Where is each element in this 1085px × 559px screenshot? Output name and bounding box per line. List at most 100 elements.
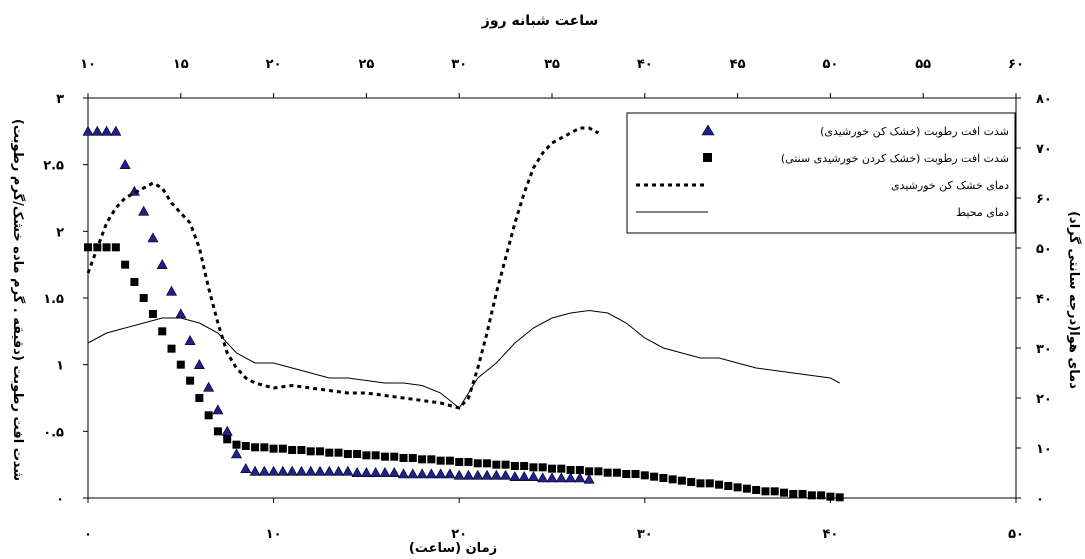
data-point <box>278 444 287 453</box>
data-point <box>761 487 770 496</box>
y-left-axis-title: شدت افت رطوبت (دقیقه . گرم ماده خشک/گرم … <box>10 119 26 481</box>
y-left-tick-label: ۰.۵ <box>43 425 64 440</box>
data-point <box>453 469 465 480</box>
data-point <box>203 381 215 392</box>
top-tick-label: ۵۰ <box>822 57 838 72</box>
data-point <box>221 425 233 436</box>
data-point <box>585 467 594 476</box>
x-axis-title: زمان (ساعت) <box>409 541 497 556</box>
y-left-tick-label: ۱.۵ <box>43 292 64 307</box>
data-point <box>314 465 326 476</box>
data-point <box>444 468 456 479</box>
data-point <box>147 232 159 243</box>
data-point <box>687 478 696 486</box>
data-point <box>295 465 307 476</box>
data-point <box>659 474 668 482</box>
data-point <box>538 463 547 472</box>
data-point <box>548 464 556 473</box>
data-point <box>251 443 260 452</box>
data-point <box>240 463 252 473</box>
data-point <box>529 463 538 472</box>
data-point <box>416 468 428 479</box>
top-tick-label: ۶۰ <box>1008 57 1024 72</box>
data-point <box>156 259 168 269</box>
data-point <box>742 484 751 493</box>
data-point <box>399 454 408 462</box>
data-point <box>490 469 502 480</box>
top-axis-title: ساعت شبانه روز <box>481 13 598 29</box>
y-right-tick-label: ۵۰ <box>1036 242 1052 257</box>
y-right-tick-label: ۸۰ <box>1036 92 1052 107</box>
data-point <box>492 460 501 469</box>
data-point <box>436 456 445 465</box>
data-point <box>343 450 352 458</box>
data-point <box>82 125 94 136</box>
data-point <box>316 447 324 456</box>
legend-label: شدت افت رطوبت (خشک کردن خورشیدی سنتی) <box>781 152 1009 165</box>
data-point <box>715 480 724 489</box>
data-point <box>277 465 289 476</box>
data-point <box>631 470 640 478</box>
y-left-tick-label: ۲ <box>56 225 64 240</box>
data-point <box>557 464 566 473</box>
y-right-tick-label: ۷۰ <box>1036 142 1052 157</box>
top-tick-label: ۵۵ <box>915 57 931 72</box>
data-point <box>102 243 111 252</box>
data-point <box>175 308 187 319</box>
data-point <box>111 243 120 252</box>
y-left-tick-label: ۲.۵ <box>43 159 64 174</box>
data-point <box>622 470 631 478</box>
x-tick-label: ۳۰ <box>637 527 653 542</box>
top-tick-label: ۳۰ <box>451 57 467 72</box>
data-point <box>269 444 278 453</box>
legend-key <box>703 153 712 162</box>
data-point <box>583 473 595 484</box>
data-point <box>195 394 204 402</box>
data-point <box>370 467 382 477</box>
data-point <box>138 205 150 216</box>
top-tick-label: ۲۰ <box>266 57 282 72</box>
data-point <box>472 469 484 480</box>
data-point <box>817 491 826 500</box>
data-point <box>288 446 297 454</box>
data-point <box>770 487 779 496</box>
data-point <box>213 427 222 436</box>
data-point <box>353 450 362 458</box>
series-line <box>87 309 840 409</box>
data-point <box>574 472 586 483</box>
data-point <box>139 294 148 302</box>
data-point <box>334 448 343 457</box>
x-tick-label: ۴۰ <box>822 527 838 542</box>
data-point <box>575 466 584 474</box>
data-point <box>260 443 269 452</box>
data-point <box>176 360 185 369</box>
top-tick-label: ۳۵ <box>544 57 560 72</box>
data-point <box>752 486 761 494</box>
data-point <box>193 359 205 369</box>
data-point <box>509 471 521 481</box>
top-tick-label: ۲۵ <box>358 57 374 72</box>
data-point <box>510 462 519 470</box>
data-point <box>204 411 213 420</box>
data-point <box>594 467 603 476</box>
data-point <box>483 459 492 468</box>
data-point <box>733 483 742 492</box>
data-point <box>566 466 575 474</box>
data-point <box>230 448 242 459</box>
data-point <box>555 472 567 483</box>
data-point <box>464 458 473 466</box>
data-point <box>121 260 130 269</box>
data-point <box>232 440 241 449</box>
data-point <box>212 404 224 415</box>
legend-label: شدت افت رطوبت (خشک کن خورشیدی) <box>820 125 1009 138</box>
series-line <box>86 126 600 410</box>
top-tick-label: ۱۵ <box>173 57 189 72</box>
y-right-tick-label: ۰ <box>1036 492 1044 507</box>
y-left-tick-label: ۱ <box>56 359 64 374</box>
data-point <box>527 471 539 481</box>
data-point <box>258 465 270 476</box>
data-point <box>435 468 447 479</box>
data-point <box>268 465 280 476</box>
data-point <box>807 491 816 500</box>
legend-item: دمای محیط <box>636 206 1009 219</box>
